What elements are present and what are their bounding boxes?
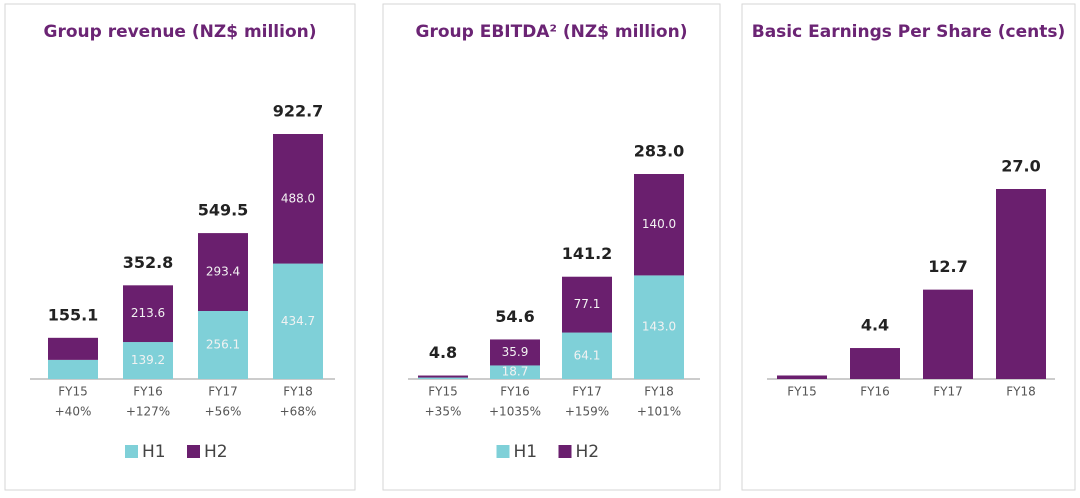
bar-segment	[634, 275, 684, 379]
segment-label: 213.6	[131, 306, 165, 320]
segment-label: 293.4	[206, 265, 240, 279]
bar-segment	[418, 377, 468, 379]
growth-label: +127%	[126, 405, 170, 419]
segment-label: 64.1	[574, 348, 601, 362]
segment-label: 140.0	[642, 217, 676, 231]
x-tick-label: FY17	[208, 385, 238, 399]
bar-segment	[634, 174, 684, 276]
segment-label: 35.9	[502, 345, 529, 359]
bar-segment	[418, 375, 468, 378]
segment-label: 139.2	[131, 353, 165, 367]
total-label: 155.1	[48, 305, 99, 324]
bar-segment	[490, 365, 540, 379]
chart-title: Group EBITDA² (NZ$ million)	[416, 22, 688, 42]
bar-segment	[123, 285, 173, 343]
segment-label: 434.7	[281, 314, 315, 328]
bar-segment	[48, 337, 98, 360]
bar-segment	[48, 359, 98, 379]
bar	[777, 375, 827, 379]
chart-title: Basic Earnings Per Share (cents)	[752, 22, 1066, 42]
x-tick-label: FY17	[933, 385, 963, 399]
total-label: 922.7	[273, 102, 324, 121]
legend-label: H2	[576, 442, 600, 462]
x-tick-label: FY18	[644, 385, 674, 399]
x-tick-label: FY17	[572, 385, 602, 399]
x-tick-label: FY16	[500, 385, 530, 399]
chart-title: Group revenue (NZ$ million)	[43, 22, 316, 42]
total-label: 141.2	[562, 244, 613, 263]
value-label: 4.4	[861, 316, 889, 335]
bar	[850, 348, 900, 379]
legend-swatch	[496, 445, 510, 458]
total-label: 283.0	[634, 142, 685, 161]
x-tick-label: FY15	[787, 385, 817, 399]
bar	[923, 289, 973, 379]
growth-label: +159%	[565, 405, 609, 419]
legend-label: H2	[204, 442, 228, 462]
bar-segment	[198, 310, 248, 379]
value-label: 12.7	[928, 257, 967, 276]
segment-label: 256.1	[206, 337, 240, 351]
legend-label: H1	[142, 442, 166, 462]
growth-label: +1035%	[489, 405, 541, 419]
segment-label: 143.0	[642, 320, 676, 334]
bar-segment	[273, 134, 323, 264]
value-label: 27.0	[1001, 157, 1040, 176]
growth-label: +68%	[280, 405, 317, 419]
growth-label: +40%	[55, 405, 92, 419]
bar-segment	[273, 263, 323, 379]
total-label: 54.6	[495, 307, 534, 326]
growth-label: +35%	[425, 405, 462, 419]
x-tick-label: FY16	[133, 385, 163, 399]
bar-segment	[123, 342, 173, 379]
segment-label: 488.0	[281, 191, 315, 205]
x-tick-label: FY16	[860, 385, 890, 399]
legend-swatch	[187, 445, 200, 458]
segment-label: 77.1	[574, 297, 601, 311]
bar-segment	[198, 233, 248, 311]
bar-segment	[490, 339, 540, 366]
growth-label: +56%	[205, 405, 242, 419]
legend-swatch	[125, 445, 138, 458]
x-tick-label: FY18	[283, 385, 313, 399]
bar	[996, 189, 1046, 379]
x-tick-label: FY15	[58, 385, 88, 399]
bar-segment	[562, 332, 612, 379]
legend-label: H1	[514, 442, 538, 462]
bar-segment	[562, 276, 612, 333]
segment-label: 18.7	[502, 365, 529, 379]
legend-swatch	[558, 445, 572, 458]
x-tick-label: FY15	[428, 385, 458, 399]
x-tick-label: FY18	[1006, 385, 1036, 399]
total-label: 4.8	[429, 343, 457, 362]
total-label: 549.5	[198, 201, 249, 220]
total-label: 352.8	[123, 253, 174, 272]
growth-label: +101%	[637, 405, 681, 419]
